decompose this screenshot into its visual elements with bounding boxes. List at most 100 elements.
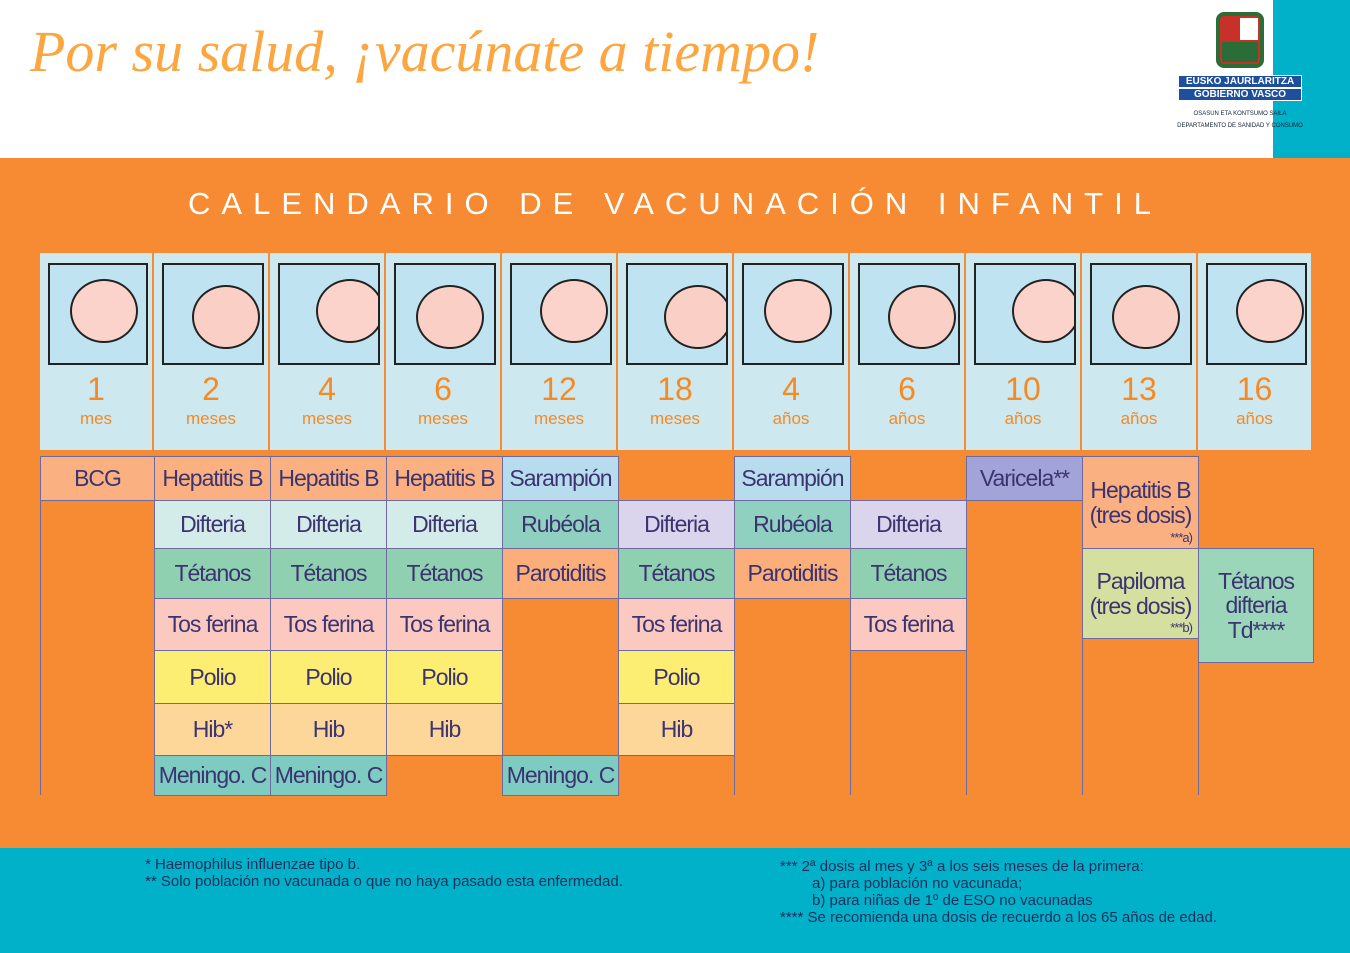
- vaccine-cell: Tétanos: [850, 548, 967, 599]
- vaccine-cell: Tos ferina: [154, 598, 271, 651]
- age-column: 4 meses: [270, 253, 384, 450]
- vaccine-name: Parotiditis: [747, 560, 839, 587]
- face: [540, 279, 608, 343]
- vaccine-name: Varicela**: [979, 465, 1070, 492]
- face: [1012, 279, 1074, 343]
- picture: [974, 263, 1076, 365]
- picture: [394, 263, 496, 365]
- vaccine-note: ***a): [1170, 530, 1193, 546]
- age-number: 4: [782, 371, 800, 407]
- vaccine-cell: Difteria: [618, 500, 735, 549]
- vaccine-cell: Tétanos: [154, 548, 271, 599]
- vaccine-cell: Parotiditis: [734, 548, 851, 599]
- vaccine-note: ***b): [1170, 620, 1193, 636]
- age-unit: meses: [649, 409, 701, 428]
- footnote: b) para niñas de 1º de ESO no vacunadas: [812, 892, 1093, 909]
- logo: EUSKO JAURLARITZA GOBIERNO VASCO OSASUN …: [1170, 10, 1310, 129]
- vaccine-name: Tétanos: [870, 560, 947, 587]
- vaccine-cell: Tétanos: [386, 548, 503, 599]
- vaccine-name: Parotiditis: [515, 560, 607, 587]
- vaccine-cell: Sarampión: [502, 456, 619, 501]
- age-number: 13: [1121, 371, 1157, 407]
- age-unit: años: [1236, 409, 1273, 428]
- vaccine-name: Polio: [421, 663, 468, 690]
- vaccine-name: Hib*: [192, 716, 233, 743]
- vaccine-cell: Tos ferina: [386, 598, 503, 651]
- vaccine-cell: Hepatitis B: [270, 456, 387, 501]
- age-column: 6 años: [850, 253, 964, 450]
- logo-line: GOBIERNO VASCO: [1178, 88, 1302, 101]
- column-line: [734, 456, 735, 795]
- vaccine-name: Tos ferina: [863, 611, 955, 638]
- age-unit: mes: [79, 409, 113, 428]
- age-number: 16: [1236, 371, 1273, 407]
- vaccine-name: Meningo. C: [506, 762, 616, 789]
- face: [1236, 279, 1304, 343]
- vaccine-cell: Difteria: [386, 500, 503, 549]
- vaccine-name: Tétanos difteria Td****: [1217, 568, 1295, 643]
- footnote: * Haemophilus influenzae tipo b.: [145, 856, 361, 873]
- vaccine-name: Sarampión: [741, 465, 844, 492]
- vaccine-name: Hepatitis B (tres dosis): [1089, 477, 1193, 528]
- vaccine-name: Difteria: [876, 511, 942, 538]
- age-unit: años: [772, 409, 810, 428]
- age-unit: años: [1120, 409, 1158, 428]
- vaccine-cell: Parotiditis: [502, 548, 619, 599]
- vaccine-cell: Hepatitis B (tres dosis) ***a): [1082, 456, 1199, 549]
- vaccine-name: Hib: [660, 716, 694, 743]
- age-column: 16 años: [1198, 253, 1311, 450]
- footnote: a) para población no vacunada;: [812, 875, 1023, 892]
- column-line: [502, 456, 503, 795]
- vaccine-cell: Meningo. C: [154, 755, 271, 796]
- calendar-title: CALENDARIO DE VACUNACIÓN INFANTIL: [188, 186, 1162, 221]
- vaccine-name: Meningo. C: [158, 762, 268, 789]
- face: [888, 285, 956, 349]
- vaccine-name: Hepatitis B: [394, 465, 495, 492]
- vaccine-name: Difteria: [180, 511, 246, 538]
- face: [316, 279, 378, 343]
- face: [70, 279, 138, 343]
- vaccine-name: Tos ferina: [399, 611, 491, 638]
- vaccine-cell: Papiloma (tres dosis) ***b): [1082, 548, 1199, 639]
- vaccine-name: Polio: [189, 663, 236, 690]
- age-column: 12 meses: [502, 253, 616, 450]
- vaccine-name: Papiloma (tres dosis): [1089, 568, 1193, 619]
- vaccine-name: Tos ferina: [283, 611, 375, 638]
- vaccine-cell: Hepatitis B: [154, 456, 271, 501]
- column-line: [966, 456, 967, 795]
- vaccine-cell: Meningo. C: [502, 755, 619, 796]
- vaccine-name: BCG: [74, 465, 122, 492]
- vaccine-name: Tos ferina: [631, 611, 723, 638]
- vaccine-cell: Hepatitis B: [386, 456, 503, 501]
- picture: [1090, 263, 1192, 365]
- vaccine-name: Rubéola: [521, 511, 601, 538]
- vaccine-cell: Rubéola: [734, 500, 851, 549]
- vaccine-cell: Meningo. C: [270, 755, 387, 796]
- vaccine-name: Polio: [653, 663, 700, 690]
- vaccine-cell: Hib: [386, 703, 503, 756]
- vaccine-name: Sarampión: [509, 465, 612, 492]
- dept: DEPARTAMENTO DE SANIDAD Y CONSUMO: [1177, 123, 1303, 129]
- age-number: 10: [1005, 371, 1041, 407]
- face: [192, 285, 260, 349]
- age-number: 12: [541, 371, 577, 407]
- age-column: 18 meses: [618, 253, 732, 450]
- vaccine-name: Hepatitis B: [162, 465, 263, 492]
- picture: [162, 263, 264, 365]
- age-unit: meses: [417, 409, 469, 428]
- vaccine-cell: BCG: [40, 456, 155, 501]
- vaccine-name: Tétanos: [406, 560, 483, 587]
- vaccine-name: Hib: [312, 716, 346, 743]
- age-unit: meses: [533, 409, 585, 428]
- vaccine-cell: Tétanos difteria Td****: [1198, 548, 1314, 663]
- face: [1112, 285, 1180, 349]
- picture: [858, 263, 960, 365]
- logo-line: EUSKO JAURLARITZA: [1178, 75, 1302, 88]
- age-column: 6 meses: [386, 253, 500, 450]
- age-unit: meses: [301, 409, 353, 428]
- vaccine-name: Hib: [428, 716, 462, 743]
- age-number: 6: [434, 371, 452, 407]
- footnote: ** Solo población no vacunada o que no h…: [145, 873, 623, 890]
- vaccine-cell: Hib: [618, 703, 735, 756]
